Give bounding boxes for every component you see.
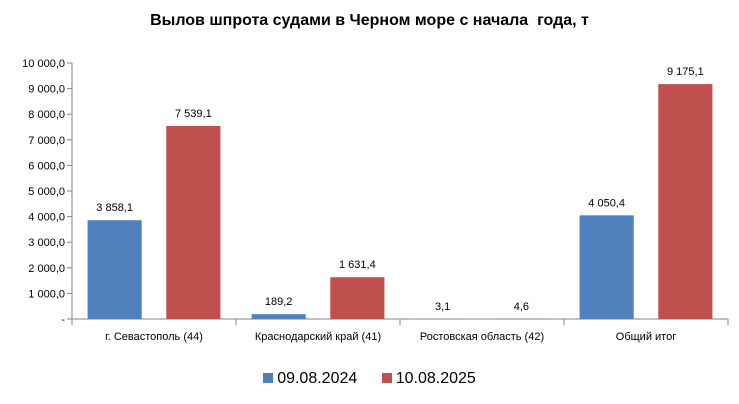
y-tick-label: 2 000,0 xyxy=(28,263,65,275)
y-tick-label: 1 000,0 xyxy=(28,288,65,300)
bar-value-label: 7 539,1 xyxy=(175,108,212,120)
bar-value-label: 9 175,1 xyxy=(667,66,704,78)
legend-item-series-2: 10.08.2025 xyxy=(381,370,476,388)
legend: 09.08.2024 10.08.2025 xyxy=(0,370,739,388)
y-tick-label: 4 000,0 xyxy=(28,212,65,224)
x-category-label: г. Севастополь (44) xyxy=(105,331,203,343)
y-tick-label: 10 000,0 xyxy=(22,58,65,70)
bar-value-label: 3 858,1 xyxy=(96,202,133,214)
y-tick-label: 7 000,0 xyxy=(28,135,65,147)
legend-label-series-2: 10.08.2025 xyxy=(395,370,476,387)
y-tick-label: 3 000,0 xyxy=(28,237,65,249)
x-category-label: Общий итог xyxy=(616,331,676,343)
bar-value-label: 4,6 xyxy=(514,301,529,313)
legend-swatch-series-2 xyxy=(381,373,392,383)
legend-swatch-series-1 xyxy=(263,373,274,383)
bar xyxy=(658,84,713,320)
bar xyxy=(579,215,634,319)
bar xyxy=(166,125,221,319)
bar-value-label: 4 050,4 xyxy=(588,197,625,209)
legend-label-series-1: 09.08.2024 xyxy=(277,370,358,387)
bar xyxy=(330,277,385,319)
y-tick-label: - xyxy=(61,314,65,326)
legend-item-series-1: 09.08.2024 xyxy=(263,370,357,388)
bar xyxy=(251,314,306,319)
bar xyxy=(87,220,142,319)
y-tick-label: 6 000,0 xyxy=(28,160,65,172)
y-tick-label: 8 000,0 xyxy=(28,109,65,121)
x-category-label: Ростовская область (42) xyxy=(420,331,544,343)
bar-value-label: 3,1 xyxy=(435,301,450,313)
chart-title: Вылов шпрота судами в Черном море с нача… xyxy=(150,12,589,29)
y-tick-label: 5 000,0 xyxy=(28,186,65,198)
bar-value-label: 1 631,4 xyxy=(339,259,376,271)
x-category-label: Краснодарский край (41) xyxy=(255,331,381,343)
bar-value-label: 189,2 xyxy=(265,296,293,308)
y-tick-label: 9 000,0 xyxy=(28,84,65,96)
